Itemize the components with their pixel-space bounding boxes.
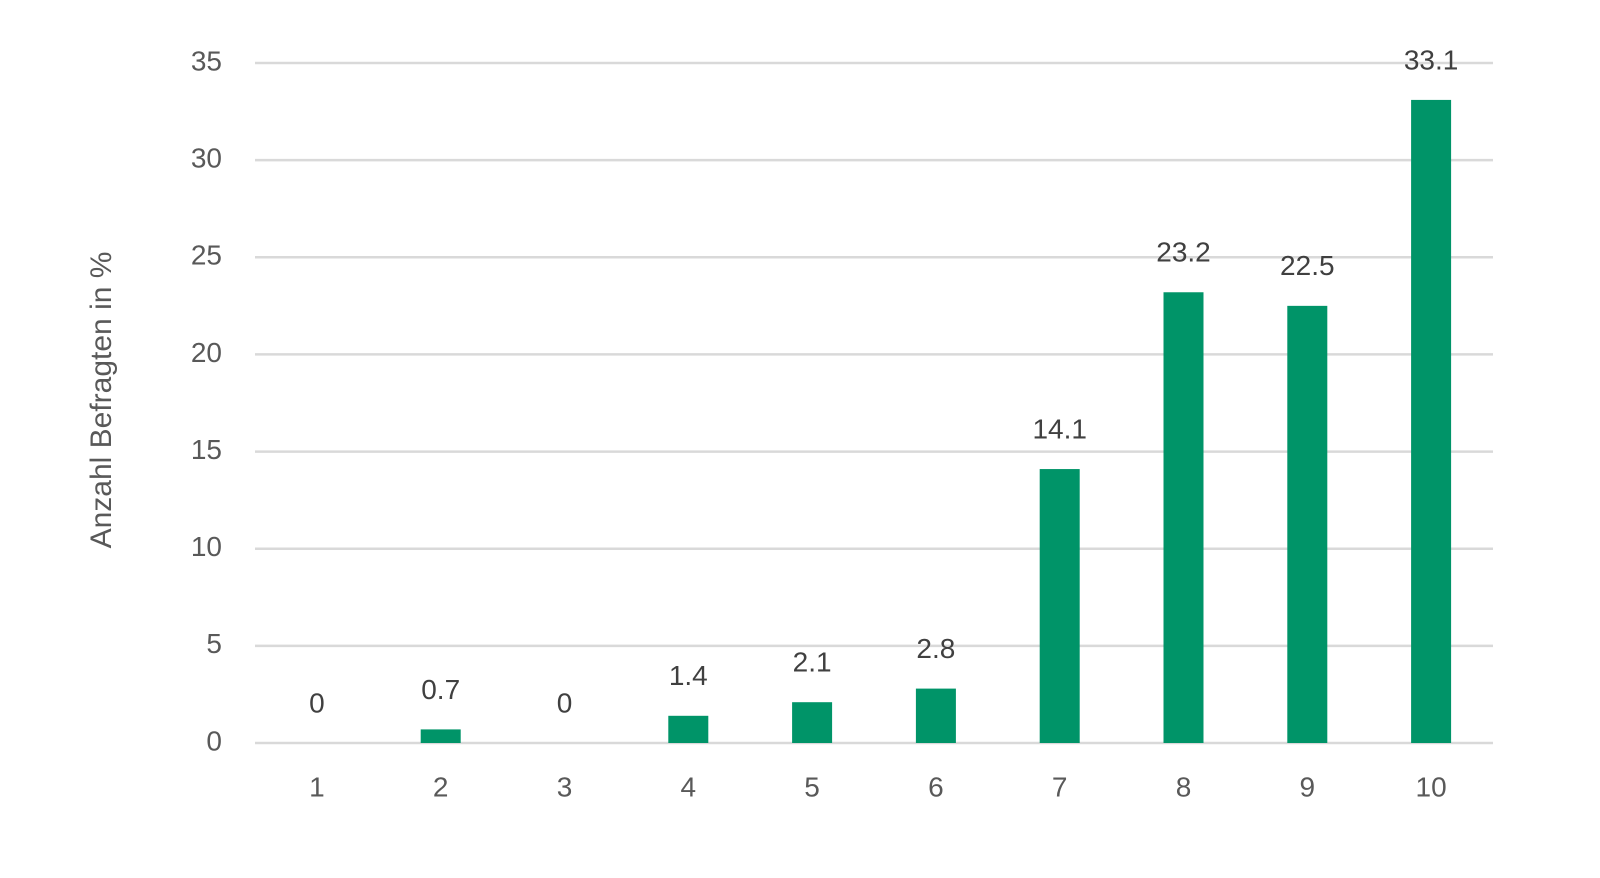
y-axis-title: Anzahl Befragten in %: [85, 252, 118, 549]
bar: [668, 715, 709, 743]
x-tick-label: 10: [1416, 771, 1447, 802]
bar: [420, 729, 461, 743]
data-label: 1.4: [669, 660, 708, 691]
x-tick-label: 1: [309, 771, 325, 802]
x-tick-label: 4: [681, 771, 697, 802]
y-tick-label: 25: [191, 240, 222, 271]
bar: [792, 702, 833, 743]
data-label: 23.2: [1156, 237, 1211, 268]
y-tick-label: 30: [191, 143, 222, 174]
y-tick-label: 20: [191, 337, 222, 368]
x-tick-label: 7: [1052, 771, 1068, 802]
bar: [1163, 292, 1204, 743]
data-label: 0: [309, 687, 325, 718]
data-label: 14.1: [1032, 413, 1087, 444]
y-tick-label: 15: [191, 434, 222, 465]
x-tick-label: 2: [433, 771, 449, 802]
bar: [915, 688, 956, 743]
x-tick-label: 6: [928, 771, 944, 802]
data-label: 22.5: [1280, 250, 1335, 281]
bar: [1287, 305, 1328, 743]
x-tick-label: 3: [557, 771, 573, 802]
data-label: 33.1: [1404, 44, 1459, 75]
x-tick-label: 8: [1176, 771, 1192, 802]
data-label: 2.1: [793, 647, 832, 678]
bar: [1039, 469, 1080, 743]
bar: [1411, 99, 1452, 743]
x-tick-label: 9: [1300, 771, 1316, 802]
data-label: 0.7: [421, 674, 460, 705]
x-tick-label: 5: [804, 771, 820, 802]
data-label: 0: [557, 687, 573, 718]
y-tick-label: 10: [191, 531, 222, 562]
y-tick-label: 35: [191, 45, 222, 76]
data-label: 2.8: [916, 633, 955, 664]
y-tick-label: 0: [206, 725, 222, 756]
y-tick-label: 5: [206, 628, 222, 659]
